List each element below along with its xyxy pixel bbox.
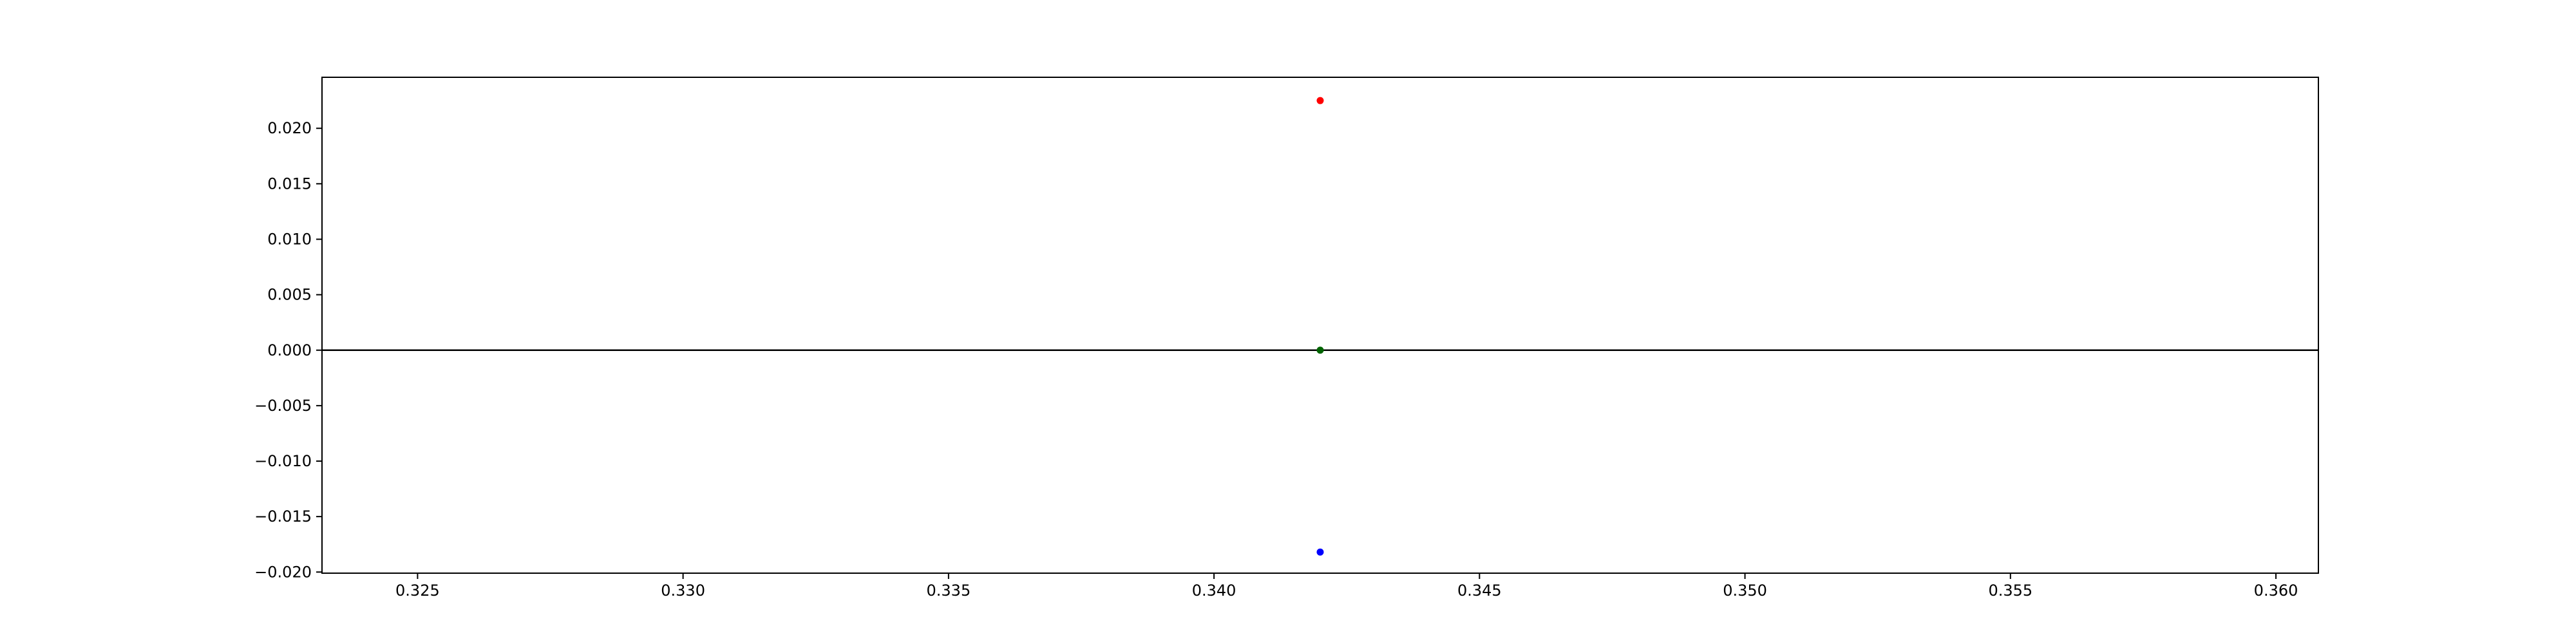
y-tick-label: 0.000 <box>267 341 312 359</box>
y-tick-label: −0.015 <box>254 507 312 526</box>
x-tick-label: 0.355 <box>1988 582 2032 600</box>
y-tick-label: 0.010 <box>267 230 312 248</box>
x-tick-label: 0.360 <box>2254 582 2298 600</box>
x-tick-label: 0.345 <box>1457 582 1502 600</box>
x-tick-label: 0.340 <box>1192 582 1236 600</box>
y-tick-label: −0.020 <box>254 563 312 581</box>
scatter-point <box>1316 346 1324 354</box>
x-tick-label: 0.335 <box>927 582 971 600</box>
y-tick-label: 0.015 <box>267 175 312 193</box>
x-tick-label: 0.350 <box>1723 582 1767 600</box>
x-axis: 0.325 0.330 0.335 0.340 0.345 0.350 0.355 0.360 <box>395 573 2298 600</box>
points-layer <box>1316 97 1324 556</box>
y-tick-label: −0.005 <box>254 397 312 415</box>
x-tick-label: 0.330 <box>661 582 705 600</box>
plot-area <box>322 77 2318 573</box>
scatter-point <box>1316 548 1324 556</box>
y-tick-label: 0.005 <box>267 286 312 304</box>
y-tick-label: −0.010 <box>254 452 312 470</box>
x-tick-label: 0.325 <box>395 582 440 600</box>
y-axis: 0.020 0.015 0.010 0.005 0.000 −0.005 −0.010 −0.… <box>254 119 322 581</box>
scatter-point <box>1316 97 1324 104</box>
plot-frame <box>321 77 2319 574</box>
y-tick-label: 0.020 <box>267 119 312 137</box>
